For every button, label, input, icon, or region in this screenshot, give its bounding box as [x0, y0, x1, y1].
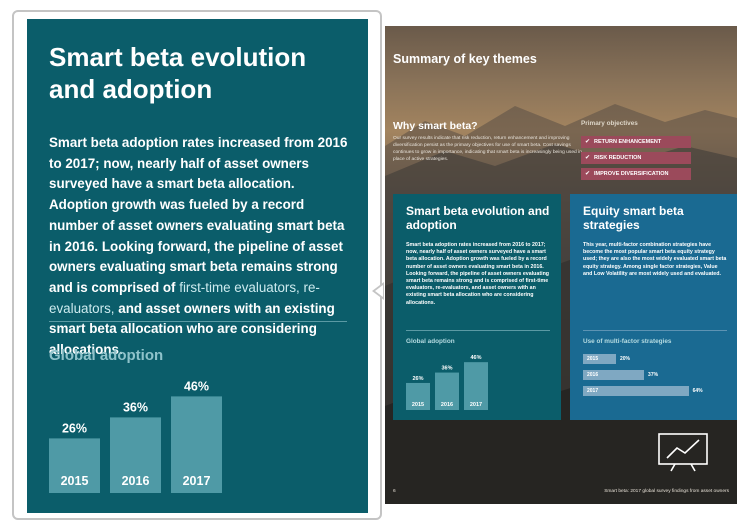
card-title: Equity smart beta strategies [583, 204, 684, 232]
bar-value-label: 36% [123, 400, 148, 414]
objective-label: RISK REDUCTION [594, 155, 642, 161]
card-divider [406, 330, 550, 331]
bar-value-label: 26% [412, 376, 423, 382]
checkmark-icon: ✔ [585, 139, 591, 145]
zoom-chart-title: Global adoption [49, 347, 164, 364]
card-body: Smart beta adoption rates increased from… [406, 242, 550, 306]
zoom-panel: Smart beta evolution and adoption Smart … [27, 19, 368, 513]
global-adoption-chart: 26% 2015 36% 2016 46% 2017 [49, 379, 222, 493]
callout-arrow-inner [375, 285, 383, 297]
bar-value-label: 46% [184, 379, 209, 393]
bar-category-label: 2016 [122, 474, 150, 488]
card-equity-strategies: Equity smart beta strategies This year, … [570, 194, 737, 420]
objective-tag: ✔ RISK REDUCTION [581, 152, 691, 164]
objective-label: IMPROVE DIVERSIFICATION [594, 171, 669, 177]
card-smart-beta-evolution: Smart beta evolution and adoption Smart … [393, 194, 561, 420]
card-chart-title: Use of multi-factor strategies [583, 338, 672, 345]
objective-tag: ✔ RETURN ENHANCEMENT [581, 136, 691, 148]
page-number: 6 [393, 489, 396, 494]
zoom-body-light: first-time evaluators, re-evaluators, [49, 279, 320, 316]
bar-2016 [435, 372, 459, 410]
hbar-2015: 2015 [583, 354, 616, 364]
hbar-2017: 2017 [583, 386, 689, 396]
objectives-title: Primary objectives [581, 120, 638, 127]
zoom-callout: Smart beta evolution and adoption Smart … [12, 10, 382, 520]
bar-2016 [110, 417, 161, 493]
bar-category-label: 2016 [441, 402, 453, 408]
bar-2015 [406, 382, 430, 410]
objective-tag: ✔ IMPROVE DIVERSIFICATION [581, 168, 691, 180]
bar-category-label: 2017 [183, 474, 211, 488]
mini-adoption-chart: 26% 2015 36% 2016 46% 2017 [406, 355, 488, 410]
zoom-body-bold: Smart beta adoption rates increased from… [49, 135, 348, 295]
why-title: Why smart beta? [393, 120, 478, 132]
checkmark-icon: ✔ [585, 171, 591, 177]
hbar-value-label: 64% [692, 388, 703, 394]
zoom-body-tail: and asset owners with an existing smart … [49, 300, 335, 358]
hbar-value-label: 37% [648, 372, 659, 378]
bar-category-label: 2015 [61, 474, 89, 488]
bar-value-label: 46% [470, 355, 481, 361]
bar-value-label: 26% [62, 421, 87, 435]
bar-2015 [49, 438, 100, 493]
card-body: This year, multi-factor combination stra… [583, 242, 727, 277]
zoom-title: Smart beta evolution and adoption [49, 42, 307, 104]
bar-2017 [171, 396, 222, 493]
card-title: Smart beta evolution and adoption [406, 204, 550, 232]
page-footer: Smart beta: 2017 global survey findings … [604, 489, 729, 494]
checkmark-icon: ✔ [585, 155, 591, 161]
card-divider [583, 330, 727, 331]
hbar-2016: 2016 [583, 370, 645, 380]
card-chart-title: Global adoption [406, 338, 455, 345]
hbar-value-label: 20% [620, 356, 631, 362]
why-text: Our survey results indicate that risk re… [393, 136, 582, 162]
page-title: Summary of key themes [393, 52, 537, 66]
bar-value-label: 36% [441, 366, 452, 372]
bar-category-label: 2015 [412, 402, 424, 408]
objective-label: RETURN ENHANCEMENT [594, 139, 662, 145]
bar-2017 [464, 362, 488, 410]
bar-category-label: 2017 [470, 402, 482, 408]
zoom-body: Smart beta adoption rates increased from… [49, 133, 355, 361]
trend-chart-icon [658, 433, 708, 472]
zoom-divider [49, 321, 347, 322]
report-page: Summary of key themes Why smart beta? Ou… [385, 26, 737, 504]
